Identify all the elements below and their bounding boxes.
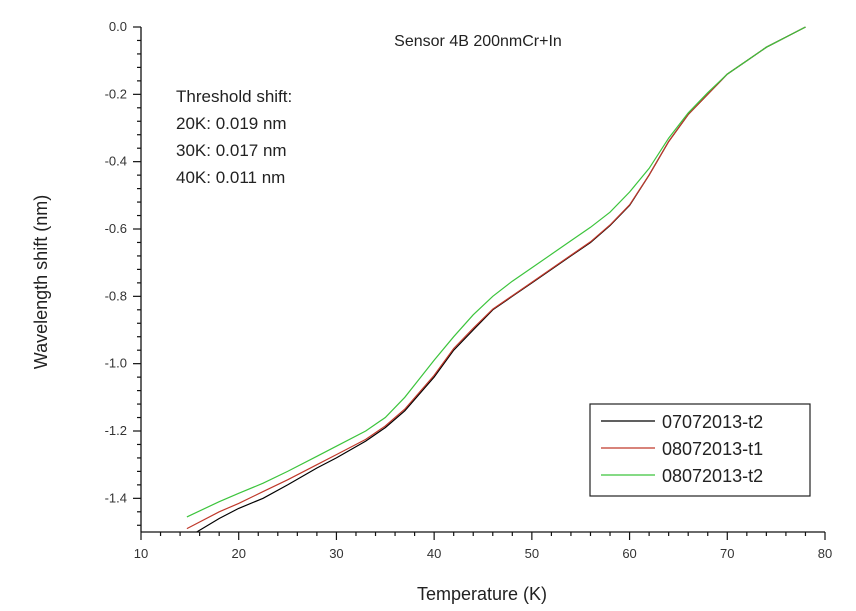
x-tick-label: 40 — [427, 546, 441, 561]
y-tick-label: -0.2 — [105, 86, 127, 101]
x-tick-label: 70 — [720, 546, 734, 561]
x-axis-title: Temperature (K) — [417, 584, 547, 604]
annotation-line: 40K: 0.011 nm — [176, 168, 285, 187]
x-tick-label: 20 — [231, 546, 245, 561]
legend-label: 08072013-t2 — [662, 466, 763, 486]
y-tick-label: 0.0 — [109, 19, 127, 34]
y-tick-label: -1.2 — [105, 423, 127, 438]
series-line-2 — [186, 26, 806, 518]
y-tick-label: -1.0 — [105, 356, 127, 371]
y-tick-label: -0.6 — [105, 221, 127, 236]
x-tick-label: 80 — [818, 546, 832, 561]
legend: 07072013-t2 08072013-t1 08072013-t2 — [589, 403, 811, 497]
x-tick-label: 60 — [622, 546, 636, 561]
y-axis-title: Wavelength shift (nm) — [31, 195, 51, 369]
y-tick-label: -0.4 — [105, 154, 127, 169]
legend-label: 07072013-t2 — [662, 412, 763, 432]
series-line-1 — [186, 26, 806, 530]
legend-label: 08072013-t1 — [662, 439, 763, 459]
x-tick-label: 30 — [329, 546, 343, 561]
axes: 10 20 30 40 50 60 70 80 0.0 -0.2 -0.4 -0.6 -0.8 -1.0 -… — [105, 19, 833, 561]
x-tick-label: 50 — [525, 546, 539, 561]
legend-box — [589, 403, 811, 497]
threshold-annotation: Threshold shift: 20K: 0.019 nm 30K: 0.017 … — [176, 87, 292, 187]
annotation-line: 20K: 0.019 nm — [176, 114, 287, 133]
y-tick-label: -0.8 — [105, 288, 127, 303]
chart-title: Sensor 4B 200nmCr+In — [394, 33, 562, 50]
x-tick-label: 10 — [134, 546, 148, 561]
annotation-line: Threshold shift: — [176, 87, 292, 106]
series-layer — [186, 26, 806, 533]
annotation-line: 30K: 0.017 nm — [176, 141, 287, 160]
y-tick-label: -1.4 — [105, 490, 127, 505]
